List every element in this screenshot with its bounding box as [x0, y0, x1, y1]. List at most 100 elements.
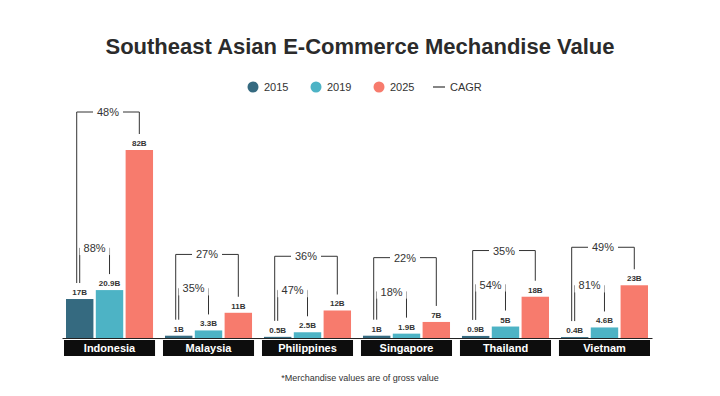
data-label: 20.9B [99, 279, 121, 288]
category-box [163, 340, 254, 356]
legend-label: 2019 [327, 81, 351, 93]
bar [195, 330, 222, 338]
bar [621, 285, 648, 338]
footnote: *Merchandise values are of gross value [281, 373, 439, 383]
cagr-label-bg [192, 247, 222, 261]
data-label: 1B [174, 325, 184, 334]
cagr-label-bg [93, 105, 123, 119]
bar [591, 327, 618, 338]
legend: 2015 2019 2025 CAGR [248, 81, 482, 93]
bar [294, 332, 321, 338]
data-labels: 17B 1B 0.5B 1B 0.9B 0.4B 20.9B 3.3B 2.5B 1.9B 5B 4.… [72, 139, 641, 335]
cagr-bracket [473, 251, 536, 320]
legend-label: 2015 [264, 81, 288, 93]
data-label: 82B [132, 139, 147, 148]
data-label: 1.9B [398, 323, 415, 332]
tick-label: Philippines [278, 342, 337, 354]
category-box [559, 340, 650, 356]
cagr-label-bg [588, 240, 618, 254]
tick-label: Indonesia [84, 342, 136, 354]
bar [324, 310, 351, 338]
tick: Singapore [361, 338, 452, 356]
category-box [361, 340, 452, 356]
cagr-label: 81% [579, 279, 601, 291]
tick: Thailand [460, 338, 551, 356]
bar [66, 299, 93, 338]
cagr-label-bg [377, 285, 407, 299]
axis-line [63, 338, 653, 339]
data-label: 2.5B [299, 321, 316, 330]
cagr-label-bg [390, 251, 420, 265]
cagr-label: 47% [282, 284, 304, 296]
x-axis: Indonesia Malaysia Philippines Singapore Tha… [63, 338, 653, 356]
category-box [64, 340, 155, 356]
legend-swatch [433, 86, 445, 87]
cagr-label-bg [291, 249, 321, 263]
cagr-label-bg [476, 278, 506, 292]
category-box [262, 340, 353, 356]
data-label: 0.9B [467, 325, 484, 334]
bar [225, 313, 252, 338]
cagr-label: 88% [84, 242, 106, 254]
tick: Malaysia [163, 338, 254, 356]
bar [363, 336, 390, 338]
bars [66, 150, 648, 338]
bar [462, 336, 489, 338]
legend-label: 2025 [390, 81, 414, 93]
bar [393, 334, 420, 338]
tick: Philippines [262, 338, 353, 356]
cagr-brackets: 88% 48% 35% 27% 47% 36% 18% 22% 54% 35% 81% 49% [77, 105, 635, 321]
cagr-label: 22% [394, 252, 416, 264]
cagr-label: 48% [97, 106, 119, 118]
cagr-bracket [77, 112, 140, 283]
data-label: 23B [627, 274, 642, 283]
data-label: 18B [528, 286, 543, 295]
bar [522, 297, 549, 338]
data-label: 0.5B [269, 326, 286, 335]
cagr-label: 18% [381, 286, 403, 298]
legend-label: CAGR [450, 81, 482, 93]
cagr-bracket [176, 254, 239, 319]
data-label: 7B [431, 311, 441, 320]
legend-swatch [311, 82, 322, 93]
cagr-label: 54% [480, 279, 502, 291]
cagr-label: 27% [196, 248, 218, 260]
tick: Vietnam [559, 338, 650, 356]
bar [126, 150, 153, 338]
cagr-label-bg [489, 244, 519, 258]
cagr-bracket [374, 258, 437, 320]
bar [165, 336, 192, 338]
data-label: 17B [72, 288, 87, 297]
bar [96, 290, 123, 338]
data-label: 12B [330, 299, 345, 308]
tick-label: Thailand [483, 342, 528, 354]
cagr-label: 36% [295, 250, 317, 262]
bar [492, 327, 519, 338]
cagr-label-bg [575, 278, 605, 292]
legend-swatch [248, 82, 259, 93]
data-label: 4.6B [596, 316, 613, 325]
tick-label: Malaysia [186, 342, 233, 354]
data-label: 1B [372, 325, 382, 334]
title: Southeast Asian E-Commerce Mechandise Va… [105, 34, 614, 59]
chart: Southeast Asian E-Commerce Mechandise Va… [0, 0, 720, 396]
cagr-label: 49% [592, 241, 614, 253]
data-label: 3.3B [200, 319, 217, 328]
cagr-bracket [572, 247, 635, 321]
cagr-bracket [275, 256, 338, 321]
cagr-label: 35% [183, 282, 205, 294]
data-label: 0.4B [566, 326, 583, 335]
category-box [460, 340, 551, 356]
data-label: 11B [231, 302, 245, 311]
tick-label: Singapore [380, 342, 434, 354]
bar [423, 322, 450, 338]
cagr-label-bg [80, 241, 110, 255]
tick-label: Vietnam [583, 342, 626, 354]
bar [264, 337, 291, 338]
legend-swatch [374, 82, 385, 93]
cagr-label: 35% [493, 245, 515, 257]
tick: Indonesia [64, 338, 155, 356]
data-label: 5B [500, 316, 510, 325]
cagr-label-bg [179, 281, 209, 295]
bar [561, 337, 588, 338]
